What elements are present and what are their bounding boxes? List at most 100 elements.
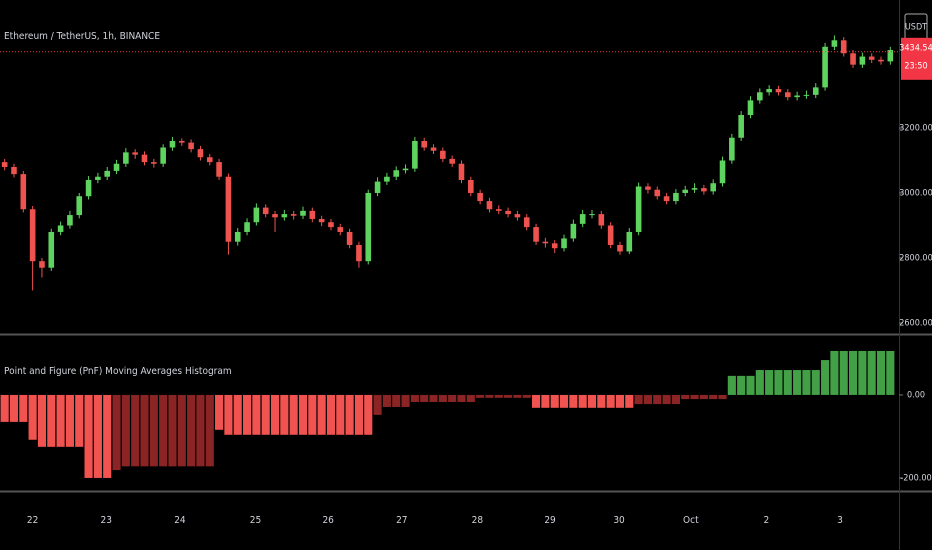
x-tick-label: 3 [837, 515, 843, 526]
x-tick-label: 28 [472, 515, 484, 526]
last-price-label: 3434.54 [899, 43, 932, 53]
histogram-bar [643, 394, 653, 405]
candle-body [654, 189, 661, 197]
histogram-bar [140, 394, 149, 467]
histogram-bar [597, 394, 606, 408]
candle-body [402, 168, 409, 171]
y-tick-label: 2600.00 [899, 318, 932, 328]
candle-body [39, 261, 45, 268]
candle-body [356, 244, 362, 262]
histogram-bar [504, 394, 513, 398]
candle-body [561, 238, 567, 249]
histogram-bar [634, 394, 643, 405]
currency-label[interactable]: USDT [905, 23, 927, 33]
histogram-bar [373, 394, 382, 415]
histogram-bar [382, 394, 391, 407]
candle-body [579, 214, 586, 224]
histogram-bar [848, 350, 858, 395]
histogram-bar [532, 394, 541, 408]
histogram-bar [289, 394, 298, 435]
histogram-bar [457, 394, 466, 402]
histogram-bar [280, 394, 289, 435]
candle-body [169, 140, 176, 148]
candle-body [747, 100, 754, 116]
candle-body [495, 209, 502, 211]
histogram-bar [354, 394, 363, 435]
candle-body [514, 214, 521, 218]
histogram-bar [625, 394, 634, 408]
candle-body [701, 188, 707, 192]
histogram-bar [774, 370, 783, 395]
histogram-bar [793, 370, 802, 395]
candle-body [598, 214, 605, 226]
histogram-bar [168, 394, 177, 467]
candle-body [346, 231, 353, 245]
candle-body [607, 225, 614, 245]
histogram-bar [839, 350, 848, 395]
candle-body [617, 244, 623, 252]
histogram-bar [401, 394, 410, 407]
histogram-bar [392, 394, 401, 407]
candle-body [738, 115, 744, 138]
candle-body [104, 170, 111, 177]
histogram-bar [9, 394, 19, 422]
histogram-bar [755, 370, 764, 395]
candle-body [859, 56, 866, 65]
histogram-bar [485, 394, 494, 398]
candle-body [729, 137, 735, 161]
candle-body [29, 209, 36, 262]
candle-body [589, 214, 595, 216]
candle-body [673, 192, 679, 202]
histogram-bar [205, 394, 214, 467]
histogram-bar [65, 394, 74, 447]
histogram-bar [336, 394, 345, 435]
histogram-bar [438, 394, 447, 402]
histogram-bar [513, 394, 522, 398]
candle-body [412, 140, 418, 169]
candle-body [719, 160, 726, 184]
candle-body [784, 92, 791, 98]
histogram-bar [270, 394, 280, 435]
histogram-bar [177, 394, 186, 467]
histogram-bar [233, 394, 242, 435]
histogram-bar [802, 370, 811, 395]
candle-body [840, 40, 847, 54]
histogram-bar [93, 394, 102, 478]
histogram-bar [47, 394, 56, 447]
candle-body [95, 176, 101, 180]
histogram-bar [308, 394, 317, 435]
histogram-bar [242, 394, 252, 435]
candle-body [468, 179, 474, 193]
candle-body [262, 207, 269, 215]
indicator-title: Point and Figure (PnF) Moving Averages H… [4, 366, 232, 377]
candle-body [663, 196, 670, 202]
histogram-bar [252, 394, 261, 435]
histogram-bar [37, 394, 47, 447]
histogram-bar [298, 394, 308, 435]
histogram-bar [215, 394, 224, 430]
candle-body [216, 162, 222, 177]
candle-body [878, 59, 884, 62]
histogram-bar [811, 370, 820, 395]
candle-body [188, 142, 194, 150]
candle-body [300, 210, 306, 216]
y-tick-label: -200.00 [900, 473, 931, 483]
symbol-title: Ethereum / TetherUS, 1h, BINANCE [4, 31, 160, 42]
candle-body [365, 192, 372, 262]
candle-body [822, 46, 828, 88]
candle-body [458, 163, 465, 180]
candle-body [887, 50, 894, 62]
candle-body [551, 243, 558, 249]
candle-body [486, 201, 493, 210]
histogram-bar [541, 394, 550, 408]
histogram-bar [578, 394, 587, 408]
candle-body [440, 150, 446, 159]
histogram-bar [727, 375, 736, 395]
histogram-bar [830, 350, 839, 395]
candle-body [374, 181, 381, 193]
candle-body [272, 214, 278, 218]
histogram-bar [75, 394, 84, 447]
candle-body [244, 222, 250, 232]
histogram-bar [494, 394, 503, 398]
